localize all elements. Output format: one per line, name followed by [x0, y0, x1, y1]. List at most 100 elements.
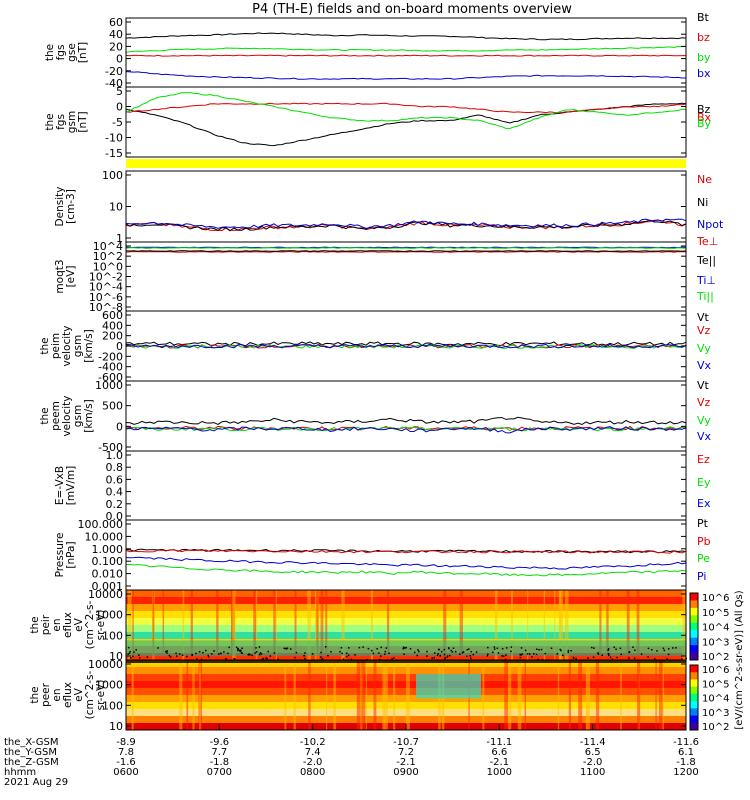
- y-tick-label: 10000: [88, 658, 123, 671]
- spectrogram-streak: [599, 590, 601, 660]
- y-tick-label: 10^-2: [89, 271, 123, 284]
- noise-dot: [470, 650, 473, 653]
- spectrogram-streak: [559, 590, 563, 660]
- noise-dot: [202, 651, 204, 654]
- x-axis-value-hhmm: 0900: [393, 767, 418, 778]
- noise-dot: [562, 654, 564, 657]
- colorbar-tick-label: 10^2: [702, 652, 729, 663]
- noise-dot: [384, 650, 387, 653]
- y-axis-label: [km/s]: [83, 329, 95, 363]
- spectrogram-band: [126, 632, 686, 640]
- spectrogram-streak: [508, 660, 512, 730]
- spectrogram-streak: [308, 660, 311, 730]
- y-axis-label: gse: [66, 43, 78, 62]
- colorbar: 10^6 10^5 10^4 10^3 10^2 10^6 10^5 10^4 10^3 10^2…: [689, 590, 745, 733]
- noise-dot: [380, 655, 382, 657]
- noise-dot: [544, 652, 546, 655]
- spectrogram-streak: [406, 660, 410, 730]
- noise-dot: [218, 653, 220, 655]
- colorbar-swatch: [690, 715, 698, 724]
- x-axis-value-x_gsm: -10.2: [300, 737, 326, 748]
- spectrogram-streak: [382, 660, 385, 730]
- spectrogram-streak: [600, 590, 602, 660]
- spectrogram-band: [126, 674, 686, 682]
- noise-dot: [320, 651, 322, 654]
- y-tick-label: 0: [116, 101, 123, 114]
- noise-dot: [362, 646, 364, 648]
- colorbar-tick-label: 10^6: [702, 665, 729, 676]
- noise-dot: [459, 653, 461, 655]
- y-tick-label: 10^-6: [89, 291, 123, 304]
- y-tick-label: 40: [109, 28, 123, 41]
- y-tick-label: 1.0: [106, 449, 124, 462]
- x-axis-value-z_gsm: -2.1: [490, 757, 510, 768]
- noise-dot: [166, 652, 168, 654]
- noise-dot: [417, 649, 419, 651]
- noise-dot: [261, 658, 263, 661]
- noise-dot: [431, 657, 433, 659]
- legend-By: By: [697, 117, 712, 130]
- y-axis-label: [nT]: [77, 42, 89, 63]
- noise-dot: [501, 647, 504, 650]
- noise-dot: [681, 658, 683, 660]
- noise-dot: [284, 647, 287, 650]
- noise-dot: [350, 658, 353, 661]
- colorbar-label: [eV/(cm^2-s-sr-eV)] (All Qs): [734, 590, 745, 729]
- series-Te⊥-line: [125, 250, 686, 253]
- noise-dot: [168, 654, 171, 657]
- x-axis-value-z_gsm: -1.8: [210, 757, 230, 768]
- spectrogram-streak: [527, 590, 529, 660]
- y-tick-label: -5: [112, 116, 123, 129]
- noise-dot: [475, 651, 478, 653]
- spectrogram-streak: [517, 660, 522, 730]
- y-tick-label: -10: [105, 132, 123, 145]
- noise-dot: [433, 657, 436, 659]
- series-Vt-line: [125, 341, 687, 347]
- noise-dot: [465, 655, 468, 657]
- series-by-line: [125, 45, 687, 53]
- x-axis-value-z_gsm: -2.0: [303, 757, 323, 768]
- panel-frame: [125, 17, 687, 88]
- x-axis-row-label: 2021 Aug 29: [4, 777, 68, 788]
- y-axis-label: moqt3: [54, 259, 66, 293]
- panel-peer_spectrogram: 10000 1000 100 10 the peer en eflux eV (cm^2-s-sr…: [29, 658, 687, 733]
- spectrogram-streak: [637, 660, 641, 730]
- noise-dot: [619, 647, 622, 650]
- noise-dot: [567, 651, 570, 654]
- noise-dot: [213, 650, 215, 652]
- y-axis-label: sr-eV): [95, 610, 107, 641]
- legend-Ez: Ez: [697, 453, 710, 466]
- noise-dot: [283, 647, 285, 650]
- panel-efield: 1.00.80.60.40.20.0 E=-VxB [mV/m] Ez Ey Ex: [54, 449, 711, 523]
- colorbar-tick-label: 10^4: [702, 623, 729, 634]
- spectrogram-band: [126, 660, 686, 668]
- noise-dot: [667, 653, 670, 656]
- series-Vt-line: [125, 416, 687, 426]
- y-axis-label: [nT]: [77, 111, 89, 132]
- noise-dot: [198, 651, 201, 653]
- y-tick-label: 0: [116, 53, 123, 66]
- series-Bx-line: [125, 102, 687, 114]
- series-By-line: [125, 92, 686, 130]
- spectrogram-streak: [659, 660, 663, 730]
- noise-dot: [235, 646, 238, 649]
- noise-dot: [157, 647, 159, 649]
- noise-dot: [130, 657, 132, 659]
- noise-dot: [204, 649, 207, 652]
- noise-dot: [647, 647, 650, 650]
- noise-dot: [384, 653, 386, 655]
- legend-Bx: Bx: [697, 111, 712, 124]
- noise-dot: [538, 649, 540, 651]
- noise-dot: [402, 647, 405, 650]
- colorbar-swatch: [690, 665, 698, 673]
- noise-dot: [133, 651, 135, 653]
- noise-dot: [388, 652, 390, 655]
- noise-dot: [327, 654, 329, 657]
- legend-Vy: Vy: [697, 414, 711, 427]
- y-tick-label: 10000: [88, 588, 123, 601]
- noise-dot: [433, 652, 436, 654]
- y-tick-label: 1000: [95, 379, 123, 392]
- legend-Npot: Npot: [697, 218, 724, 231]
